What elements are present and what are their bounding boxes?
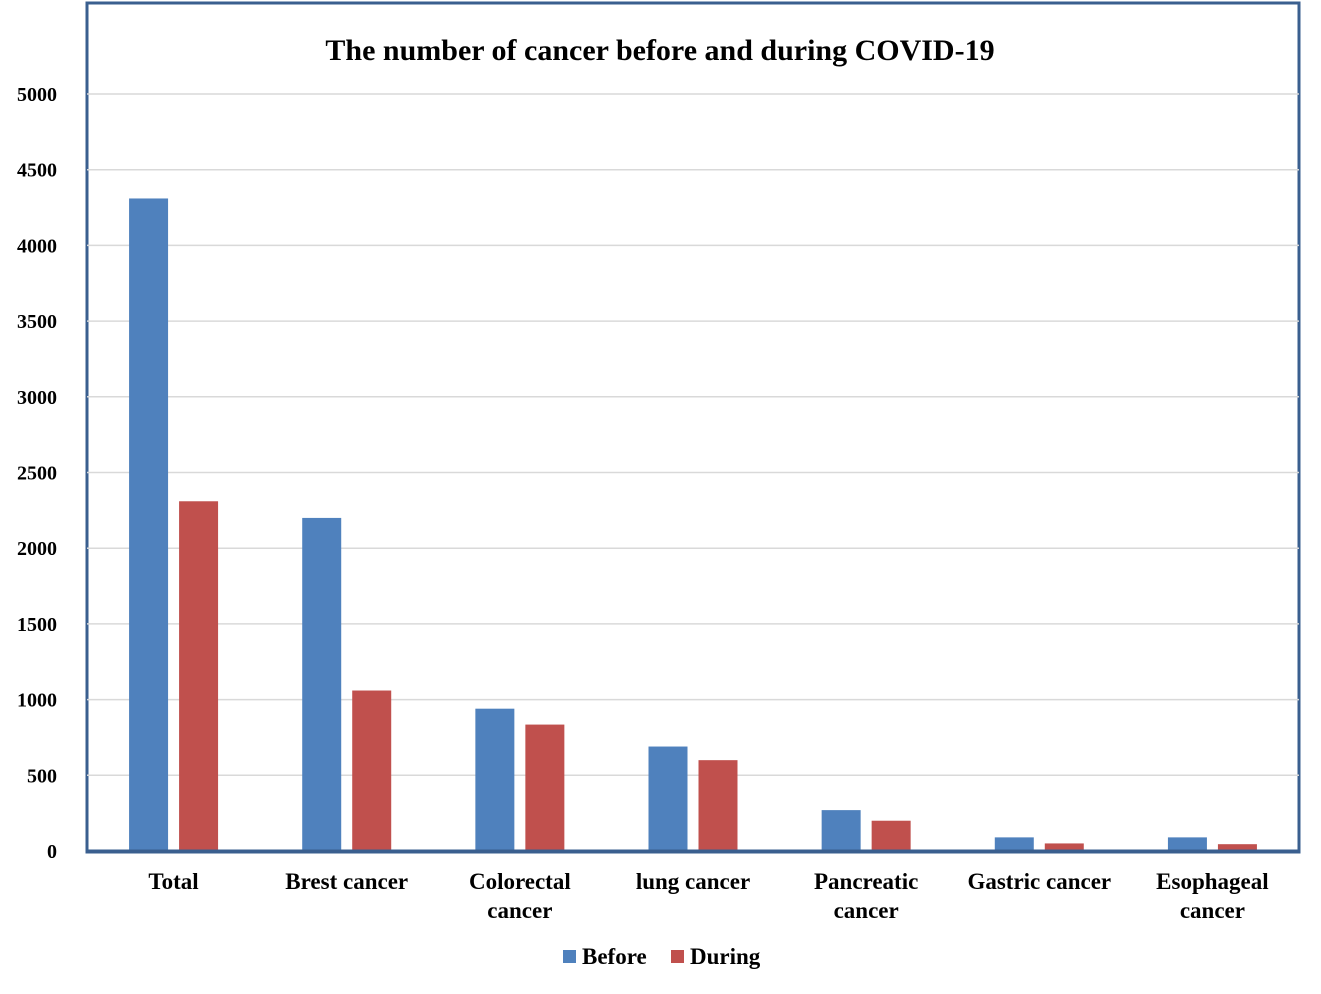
legend-label-during: During [690, 944, 761, 969]
bar-during-4 [871, 820, 911, 851]
y-tick-label: 500 [27, 765, 57, 787]
x-tick-label: lung cancer [636, 869, 750, 894]
bar-before-5 [994, 837, 1034, 851]
bar-before-6 [1167, 837, 1207, 851]
y-tick-label: 3500 [17, 311, 57, 333]
chart-title: The number of cancer before and during C… [325, 34, 994, 67]
x-axis-tick-labels: Total Brest cancer Colorectal cancer lung ca… [148, 869, 1268, 923]
legend-swatch-during [671, 950, 684, 963]
bar-before-0 [129, 198, 169, 851]
y-tick-label: 4000 [17, 235, 57, 257]
y-tick-label: 4500 [17, 160, 57, 182]
y-tick-label: 1000 [17, 690, 57, 712]
x-tick-label: Pancreatic cancer [814, 869, 918, 923]
bar-during-5 [1044, 843, 1084, 851]
y-tick-label: 3000 [17, 387, 57, 409]
bar-before-4 [821, 810, 861, 851]
x-tick-label: Esophageal cancer [1156, 869, 1268, 923]
bar-during-0 [179, 501, 219, 851]
bar-during-1 [352, 690, 392, 851]
y-tick-label: 1500 [17, 614, 57, 636]
x-tick-label: Brest cancer [285, 869, 408, 894]
bars [129, 198, 1257, 851]
x-tick-label: Colorectal cancer [469, 869, 571, 923]
bar-before-3 [648, 746, 688, 851]
bar-during-2 [525, 724, 565, 851]
legend: Before During [563, 944, 761, 969]
chart-frame [85, 1, 1301, 854]
legend-swatch-before [563, 950, 576, 963]
y-tick-label: 2500 [17, 463, 57, 485]
bar-before-1 [302, 517, 342, 851]
y-tick-label: 2000 [17, 538, 57, 560]
legend-label-before: Before [582, 944, 647, 969]
x-tick-label: Total [148, 869, 198, 894]
y-axis-tick-labels: 0 500 1000 1500 2000 2500 3000 3500 4000 4500 5000 [17, 84, 57, 863]
y-tick-label: 0 [47, 841, 57, 863]
y-tick-label: 5000 [17, 84, 57, 106]
bar-during-6 [1217, 844, 1257, 851]
gridlines [87, 93, 1299, 777]
bar-before-2 [475, 708, 515, 851]
x-tick-label: Gastric cancer [967, 869, 1111, 894]
bar-during-3 [698, 760, 738, 851]
